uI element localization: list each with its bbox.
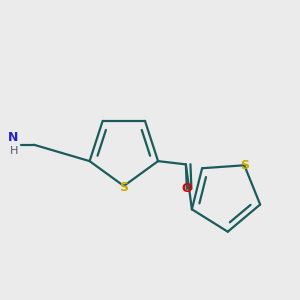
Text: S: S: [240, 159, 249, 172]
Text: N: N: [8, 131, 18, 144]
Text: O: O: [182, 182, 192, 195]
Text: H: H: [10, 146, 19, 156]
Text: S: S: [119, 181, 128, 194]
